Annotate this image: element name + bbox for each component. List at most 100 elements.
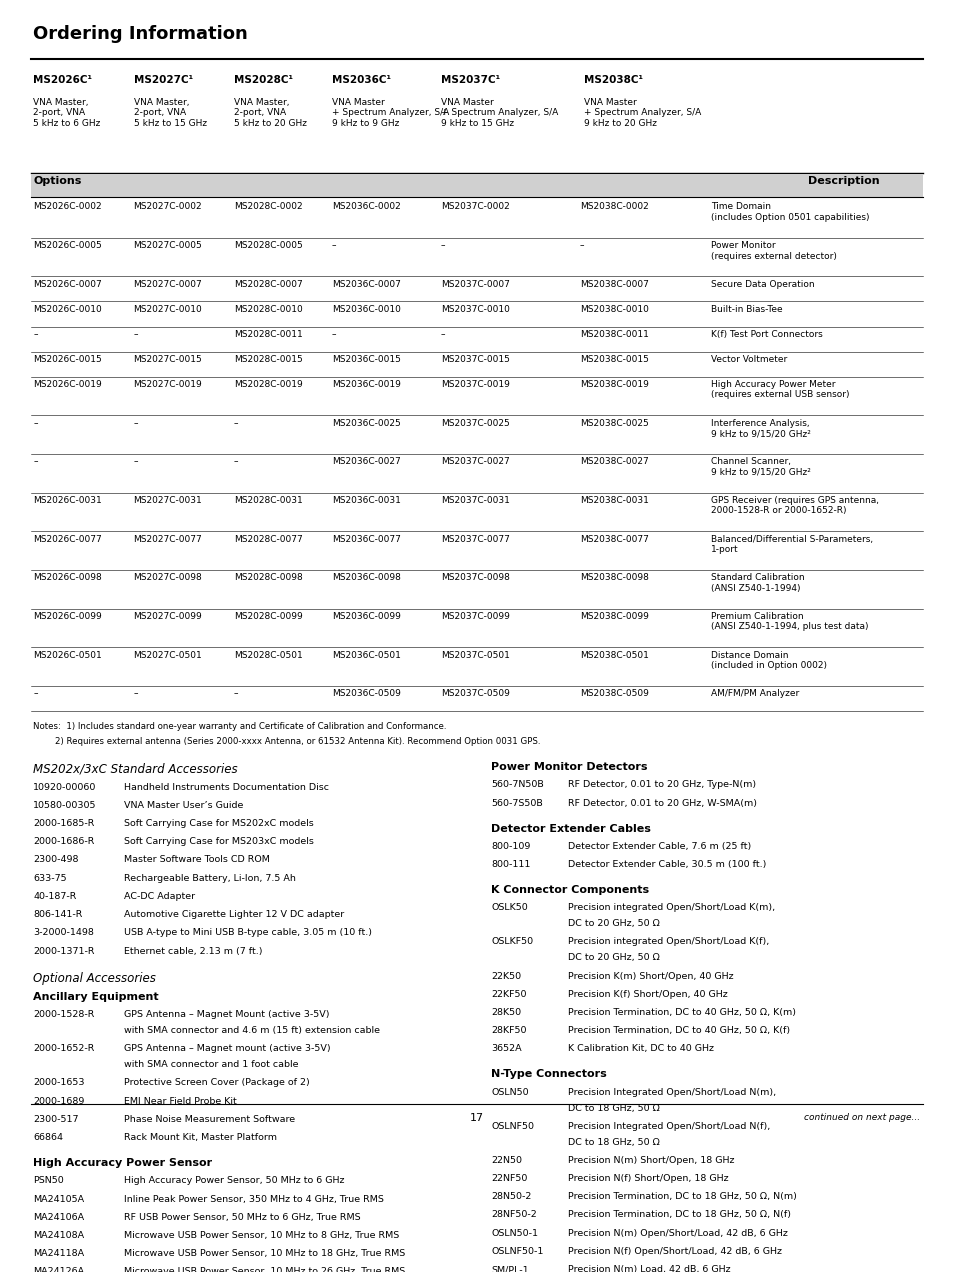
Text: SM/PL-1: SM/PL-1 [491,1266,528,1272]
Text: MA24126A: MA24126A [33,1267,85,1272]
Text: MS2038C-0011: MS2038C-0011 [579,329,648,338]
Text: MS2028C-0099: MS2028C-0099 [233,612,302,621]
Text: MS2028C-0010: MS2028C-0010 [233,305,302,314]
Text: Precision N(f) Open/Short/Load, 42 dB, 6 GHz: Precision N(f) Open/Short/Load, 42 dB, 6… [567,1247,781,1255]
Text: 2000-1686-R: 2000-1686-R [33,837,94,846]
Text: MS2036C-0031: MS2036C-0031 [332,496,400,505]
Text: Options: Options [33,177,82,186]
Text: VNA Master User’s Guide: VNA Master User’s Guide [124,801,243,810]
Text: MS2036C-0025: MS2036C-0025 [332,418,400,427]
Text: MS2036C-0501: MS2036C-0501 [332,651,400,660]
Text: USB A-type to Mini USB B-type cable, 3.05 m (10 ft.): USB A-type to Mini USB B-type cable, 3.0… [124,929,372,937]
Text: Precision integrated Open/Short/Load K(m),: Precision integrated Open/Short/Load K(m… [567,903,774,912]
Text: Microwave USB Power Sensor, 10 MHz to 18 GHz, True RMS: Microwave USB Power Sensor, 10 MHz to 18… [124,1249,405,1258]
Text: VNA Master,
2-port, VNA
5 kHz to 20 GHz: VNA Master, 2-port, VNA 5 kHz to 20 GHz [233,98,307,127]
Text: –: – [133,458,138,467]
Text: –: – [233,689,238,698]
Text: MS2027C¹: MS2027C¹ [133,75,193,85]
Text: Precision N(m) Open/Short/Load, 42 dB, 6 GHz: Precision N(m) Open/Short/Load, 42 dB, 6… [567,1229,786,1238]
Text: Built-in Bias-Tee: Built-in Bias-Tee [710,305,781,314]
Text: DC to 20 GHz, 50 Ω: DC to 20 GHz, 50 Ω [567,920,659,929]
Text: Rack Mount Kit, Master Platform: Rack Mount Kit, Master Platform [124,1133,276,1142]
Text: MS2036C-0098: MS2036C-0098 [332,574,400,583]
Text: Optional Accessories: Optional Accessories [33,972,156,985]
Text: –: – [33,458,38,467]
Text: Inline Peak Power Sensor, 350 MHz to 4 GHz, True RMS: Inline Peak Power Sensor, 350 MHz to 4 G… [124,1194,383,1203]
Text: MS2038C-0099: MS2038C-0099 [579,612,648,621]
Text: GPS Antenna – Magnet Mount (active 3-5V): GPS Antenna – Magnet Mount (active 3-5V) [124,1010,329,1019]
Text: Channel Scanner,
9 kHz to 9/15/20 GHz²: Channel Scanner, 9 kHz to 9/15/20 GHz² [710,458,810,477]
Text: MS2038C-0025: MS2038C-0025 [579,418,648,427]
Text: MS2026C-0031: MS2026C-0031 [33,496,102,505]
Text: MS2028C-0098: MS2028C-0098 [233,574,302,583]
Text: Phase Noise Measurement Software: Phase Noise Measurement Software [124,1114,294,1124]
Text: MA24106A: MA24106A [33,1212,85,1221]
Text: MS2026C-0019: MS2026C-0019 [33,380,102,389]
Text: MS2027C-0010: MS2027C-0010 [133,305,202,314]
Text: MS2036C-0099: MS2036C-0099 [332,612,400,621]
Text: MS2028C-0002: MS2028C-0002 [233,202,302,211]
Text: 28KF50: 28KF50 [491,1027,526,1035]
Text: MA24105A: MA24105A [33,1194,85,1203]
Text: 2000-1528-R: 2000-1528-R [33,1010,94,1019]
Text: Ordering Information: Ordering Information [33,25,248,43]
Text: MS2038C-0002: MS2038C-0002 [579,202,648,211]
Text: Detector Extender Cable, 7.6 m (25 ft): Detector Extender Cable, 7.6 m (25 ft) [567,842,750,851]
Text: RF Detector, 0.01 to 20 GHz, W-SMA(m): RF Detector, 0.01 to 20 GHz, W-SMA(m) [567,799,756,808]
Text: 22N50: 22N50 [491,1156,521,1165]
Text: OSLN50: OSLN50 [491,1088,528,1096]
Text: continued on next page...: continued on next page... [803,1113,920,1122]
Text: MS2037C¹: MS2037C¹ [440,75,499,85]
Text: 560-7S50B: 560-7S50B [491,799,542,808]
Text: MS2037C-0077: MS2037C-0077 [440,534,509,543]
Text: VNA Master,
2-port, VNA
5 kHz to 6 GHz: VNA Master, 2-port, VNA 5 kHz to 6 GHz [33,98,101,127]
Text: MS2026C-0005: MS2026C-0005 [33,242,102,251]
Text: Precision Termination, DC to 40 GHz, 50 Ω, K(m): Precision Termination, DC to 40 GHz, 50 … [567,1007,795,1016]
Text: MS2038C-0509: MS2038C-0509 [579,689,648,698]
Text: MS2036C-0027: MS2036C-0027 [332,458,400,467]
Text: MS2026C-0098: MS2026C-0098 [33,574,102,583]
Text: –: – [440,329,445,338]
Text: MS2026C-0501: MS2026C-0501 [33,651,102,660]
Text: 28NF50-2: 28NF50-2 [491,1211,537,1220]
Text: MA24118A: MA24118A [33,1249,85,1258]
Text: –: – [33,689,38,698]
Text: MS2036C-0010: MS2036C-0010 [332,305,400,314]
Text: 800-109: 800-109 [491,842,530,851]
Text: Precision N(m) Load, 42 dB, 6 GHz: Precision N(m) Load, 42 dB, 6 GHz [567,1266,729,1272]
Text: MS2038C-0010: MS2038C-0010 [579,305,648,314]
Text: 2000-1653: 2000-1653 [33,1079,85,1088]
Text: MS2027C-0002: MS2027C-0002 [133,202,202,211]
Text: MS2038C-0027: MS2038C-0027 [579,458,648,467]
Text: Ethernet cable, 2.13 m (7 ft.): Ethernet cable, 2.13 m (7 ft.) [124,946,262,955]
Text: VNA Master
+ Spectrum Analyzer, S/A
9 kHz to 15 GHz: VNA Master + Spectrum Analyzer, S/A 9 kH… [440,98,558,127]
Text: MS2026C-0077: MS2026C-0077 [33,534,102,543]
Text: MS2036C¹: MS2036C¹ [332,75,391,85]
Text: High Accuracy Power Sensor: High Accuracy Power Sensor [33,1158,213,1168]
Text: DC to 18 GHz, 50 Ω: DC to 18 GHz, 50 Ω [567,1137,659,1146]
Text: 22NF50: 22NF50 [491,1174,527,1183]
Text: K Calibration Kit, DC to 40 GHz: K Calibration Kit, DC to 40 GHz [567,1044,713,1053]
Text: RF USB Power Sensor, 50 MHz to 6 GHz, True RMS: RF USB Power Sensor, 50 MHz to 6 GHz, Tr… [124,1212,360,1221]
Text: MS202x/3xC Standard Accessories: MS202x/3xC Standard Accessories [33,762,237,775]
Text: 2300-517: 2300-517 [33,1114,79,1124]
Text: 2000-1371-R: 2000-1371-R [33,946,94,955]
Text: MS2037C-0015: MS2037C-0015 [440,355,509,364]
Text: MS2036C-0015: MS2036C-0015 [332,355,400,364]
Text: MS2037C-0019: MS2037C-0019 [440,380,509,389]
Text: 633-75: 633-75 [33,874,67,883]
Text: MS2037C-0010: MS2037C-0010 [440,305,509,314]
Text: MS2028C-0501: MS2028C-0501 [233,651,302,660]
Text: Precision K(m) Short/Open, 40 GHz: Precision K(m) Short/Open, 40 GHz [567,972,733,981]
Text: GPS Receiver (requires GPS antenna,
2000-1528-R or 2000-1652-R): GPS Receiver (requires GPS antenna, 2000… [710,496,878,515]
Text: 10920-00060: 10920-00060 [33,782,96,791]
Text: MS2038C-0031: MS2038C-0031 [579,496,648,505]
Text: MS2026C-0010: MS2026C-0010 [33,305,102,314]
Text: with SMA connector and 4.6 m (15 ft) extension cable: with SMA connector and 4.6 m (15 ft) ext… [124,1027,379,1035]
Text: 22KF50: 22KF50 [491,990,526,999]
Text: 22K50: 22K50 [491,972,521,981]
Text: MS2028C¹: MS2028C¹ [233,75,293,85]
Text: MS2037C-0007: MS2037C-0007 [440,280,509,289]
Text: High Accuracy Power Sensor, 50 MHz to 6 GHz: High Accuracy Power Sensor, 50 MHz to 6 … [124,1177,344,1186]
Text: MS2027C-0098: MS2027C-0098 [133,574,202,583]
